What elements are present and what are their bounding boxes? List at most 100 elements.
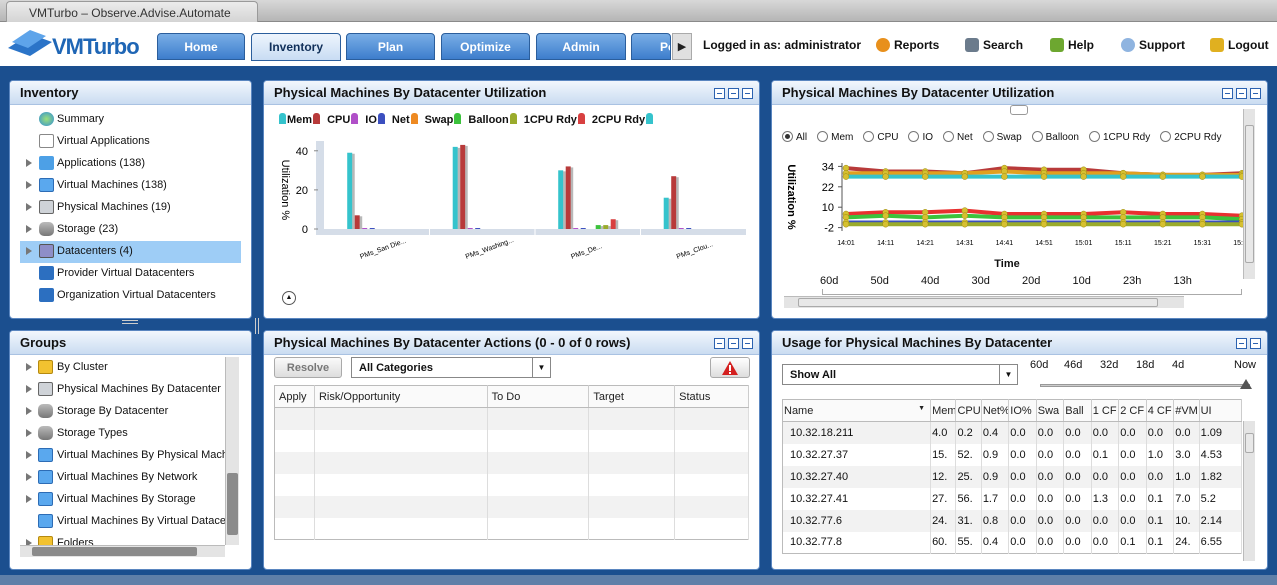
group-item[interactable]: By Cluster xyxy=(20,357,225,379)
column-header[interactable]: Status xyxy=(674,385,749,408)
bar[interactable] xyxy=(354,215,360,229)
alert-button[interactable] xyxy=(710,357,750,378)
column-header[interactable]: 1 CF xyxy=(1091,399,1120,422)
table-row[interactable]: 10.32.18.211 4.0 0.2 0.4 0.0 0.0 0.0 0.0 0.0 0.0 0… xyxy=(782,421,1243,444)
range-label[interactable]: 23h xyxy=(1123,275,1142,287)
inventory-item[interactable]: Virtual Machines (138) xyxy=(20,175,241,197)
data-point[interactable] xyxy=(882,212,889,219)
radio-icon[interactable] xyxy=(863,131,875,142)
legend-entry[interactable]: 1CPU Rdy xyxy=(524,113,586,126)
data-point[interactable] xyxy=(1159,173,1167,180)
popout-icon[interactable] xyxy=(1236,338,1247,349)
popout-icon[interactable] xyxy=(714,338,725,349)
series-radio[interactable]: IO xyxy=(900,131,933,143)
data-point[interactable] xyxy=(961,212,969,219)
time-label[interactable]: 4d xyxy=(1172,359,1185,371)
expand-arrow-icon[interactable] xyxy=(26,429,32,437)
minimize-icon[interactable] xyxy=(728,338,739,349)
range-label[interactable]: 30d xyxy=(971,275,990,287)
bar[interactable] xyxy=(558,170,564,229)
data-point[interactable] xyxy=(882,220,889,228)
inventory-item[interactable]: Summary xyxy=(20,109,241,131)
radio-icon[interactable] xyxy=(982,131,994,142)
group-item[interactable]: Storage By Datacenter xyxy=(20,401,225,423)
bar[interactable] xyxy=(678,228,684,229)
scrollbar-thumb[interactable] xyxy=(227,473,238,535)
bar[interactable] xyxy=(671,176,677,229)
menu-icon[interactable] xyxy=(1010,105,1028,115)
maximize-icon[interactable] xyxy=(1250,88,1261,99)
series-radio[interactable]: CPU xyxy=(855,131,898,143)
data-point[interactable] xyxy=(1119,220,1127,228)
column-header[interactable]: Name ▼ xyxy=(782,399,932,422)
column-header[interactable]: Risk/Opportunity xyxy=(314,385,488,408)
time-label[interactable]: 60d xyxy=(1030,359,1049,371)
bar[interactable] xyxy=(362,228,368,229)
bar[interactable] xyxy=(580,228,586,229)
nav-tab-home[interactable]: Home xyxy=(157,33,245,60)
expand-arrow-icon[interactable] xyxy=(26,539,32,545)
expand-arrow-icon[interactable] xyxy=(26,159,32,167)
series-radio[interactable]: Mem xyxy=(809,131,853,143)
expand-arrow-icon[interactable] xyxy=(26,407,32,415)
series-radio[interactable]: All xyxy=(774,131,807,143)
group-item[interactable]: Virtual Machines By Physical Machine xyxy=(20,445,225,467)
range-label[interactable]: 13h xyxy=(1173,275,1192,287)
legend-entry[interactable]: Mem xyxy=(278,113,321,126)
expand-arrow-icon[interactable] xyxy=(26,495,32,503)
maximize-icon[interactable] xyxy=(742,88,753,99)
inventory-item[interactable]: Storage (23) xyxy=(20,219,241,241)
data-point[interactable] xyxy=(1199,173,1206,180)
maximize-icon[interactable] xyxy=(1250,338,1261,349)
search-link[interactable]: Search xyxy=(965,38,1023,52)
panel-resize-handle[interactable] xyxy=(255,318,259,334)
table-row[interactable]: 10.32.77.8 60. 55. 0.4 0.0 0.0 0.0 0.0 0.1 0.1 24.… xyxy=(782,531,1243,554)
data-point[interactable] xyxy=(961,220,969,228)
line-chart-horizontal-scrollbar[interactable] xyxy=(784,296,1184,308)
vmturbo-logo[interactable]: VMTurbo xyxy=(6,28,151,60)
expand-arrow-icon[interactable] xyxy=(26,181,32,189)
resolve-button[interactable]: Resolve xyxy=(274,357,342,378)
group-item[interactable]: Storage Types xyxy=(20,423,225,445)
maximize-icon[interactable] xyxy=(742,338,753,349)
data-point[interactable] xyxy=(1040,220,1048,228)
bar[interactable] xyxy=(663,197,669,229)
range-label[interactable]: 60d xyxy=(820,275,839,287)
legend-entry[interactable]: 2CPU Rdy xyxy=(592,113,654,126)
groups-vertical-scrollbar[interactable] xyxy=(225,357,239,545)
radio-icon[interactable] xyxy=(943,131,955,142)
legend-entry[interactable]: CPU xyxy=(327,113,359,126)
table-row[interactable]: 10.32.27.37 15. 52. 0.9 0.0 0.0 0.0 0.1 0.0 1.0 3.… xyxy=(782,443,1243,466)
column-header[interactable]: Mem xyxy=(930,399,957,422)
bar[interactable] xyxy=(369,228,375,229)
time-label[interactable]: 32d xyxy=(1100,359,1119,371)
table-row[interactable]: 10.32.77.6 24. 31. 0.8 0.0 0.0 0.0 0.0 0.0 0.1 10.… xyxy=(782,509,1243,532)
expand-arrow-icon[interactable] xyxy=(26,473,32,481)
column-header[interactable]: To Do xyxy=(487,385,590,408)
group-item[interactable]: Folders xyxy=(20,533,225,545)
column-header[interactable]: Ball xyxy=(1063,399,1092,422)
bar[interactable] xyxy=(460,144,466,229)
browser-tab[interactable]: VMTurbo – Observe.Advise.Automate xyxy=(6,1,258,22)
expand-arrow-icon[interactable] xyxy=(26,247,32,255)
radio-icon[interactable] xyxy=(1088,131,1100,142)
nav-tab-policy[interactable]: Po xyxy=(631,33,671,60)
data-point[interactable] xyxy=(1040,173,1048,180)
series-radio[interactable]: 2CPU Rdy xyxy=(1152,131,1221,143)
group-item[interactable]: Virtual Machines By Storage xyxy=(20,489,225,511)
nav-tab-admin[interactable]: Admin xyxy=(536,33,626,60)
data-point[interactable] xyxy=(961,173,969,180)
bar[interactable] xyxy=(475,228,481,229)
column-header[interactable]: Net% xyxy=(981,399,1010,422)
data-point[interactable] xyxy=(1080,173,1087,180)
series-radio[interactable]: 1CPU Rdy xyxy=(1081,131,1150,143)
help-link[interactable]: Help xyxy=(1050,38,1094,52)
expand-arrow-icon[interactable] xyxy=(26,451,32,459)
sort-arrow-icon[interactable]: ▼ xyxy=(918,404,926,412)
group-item[interactable]: Virtual Machines By Network xyxy=(20,467,225,489)
data-point[interactable] xyxy=(1159,220,1167,228)
inventory-item[interactable]: Applications (138) xyxy=(20,153,241,175)
usage-vertical-scrollbar[interactable] xyxy=(1243,421,1255,561)
data-point[interactable] xyxy=(1001,220,1008,228)
column-header[interactable]: Target xyxy=(588,385,676,408)
